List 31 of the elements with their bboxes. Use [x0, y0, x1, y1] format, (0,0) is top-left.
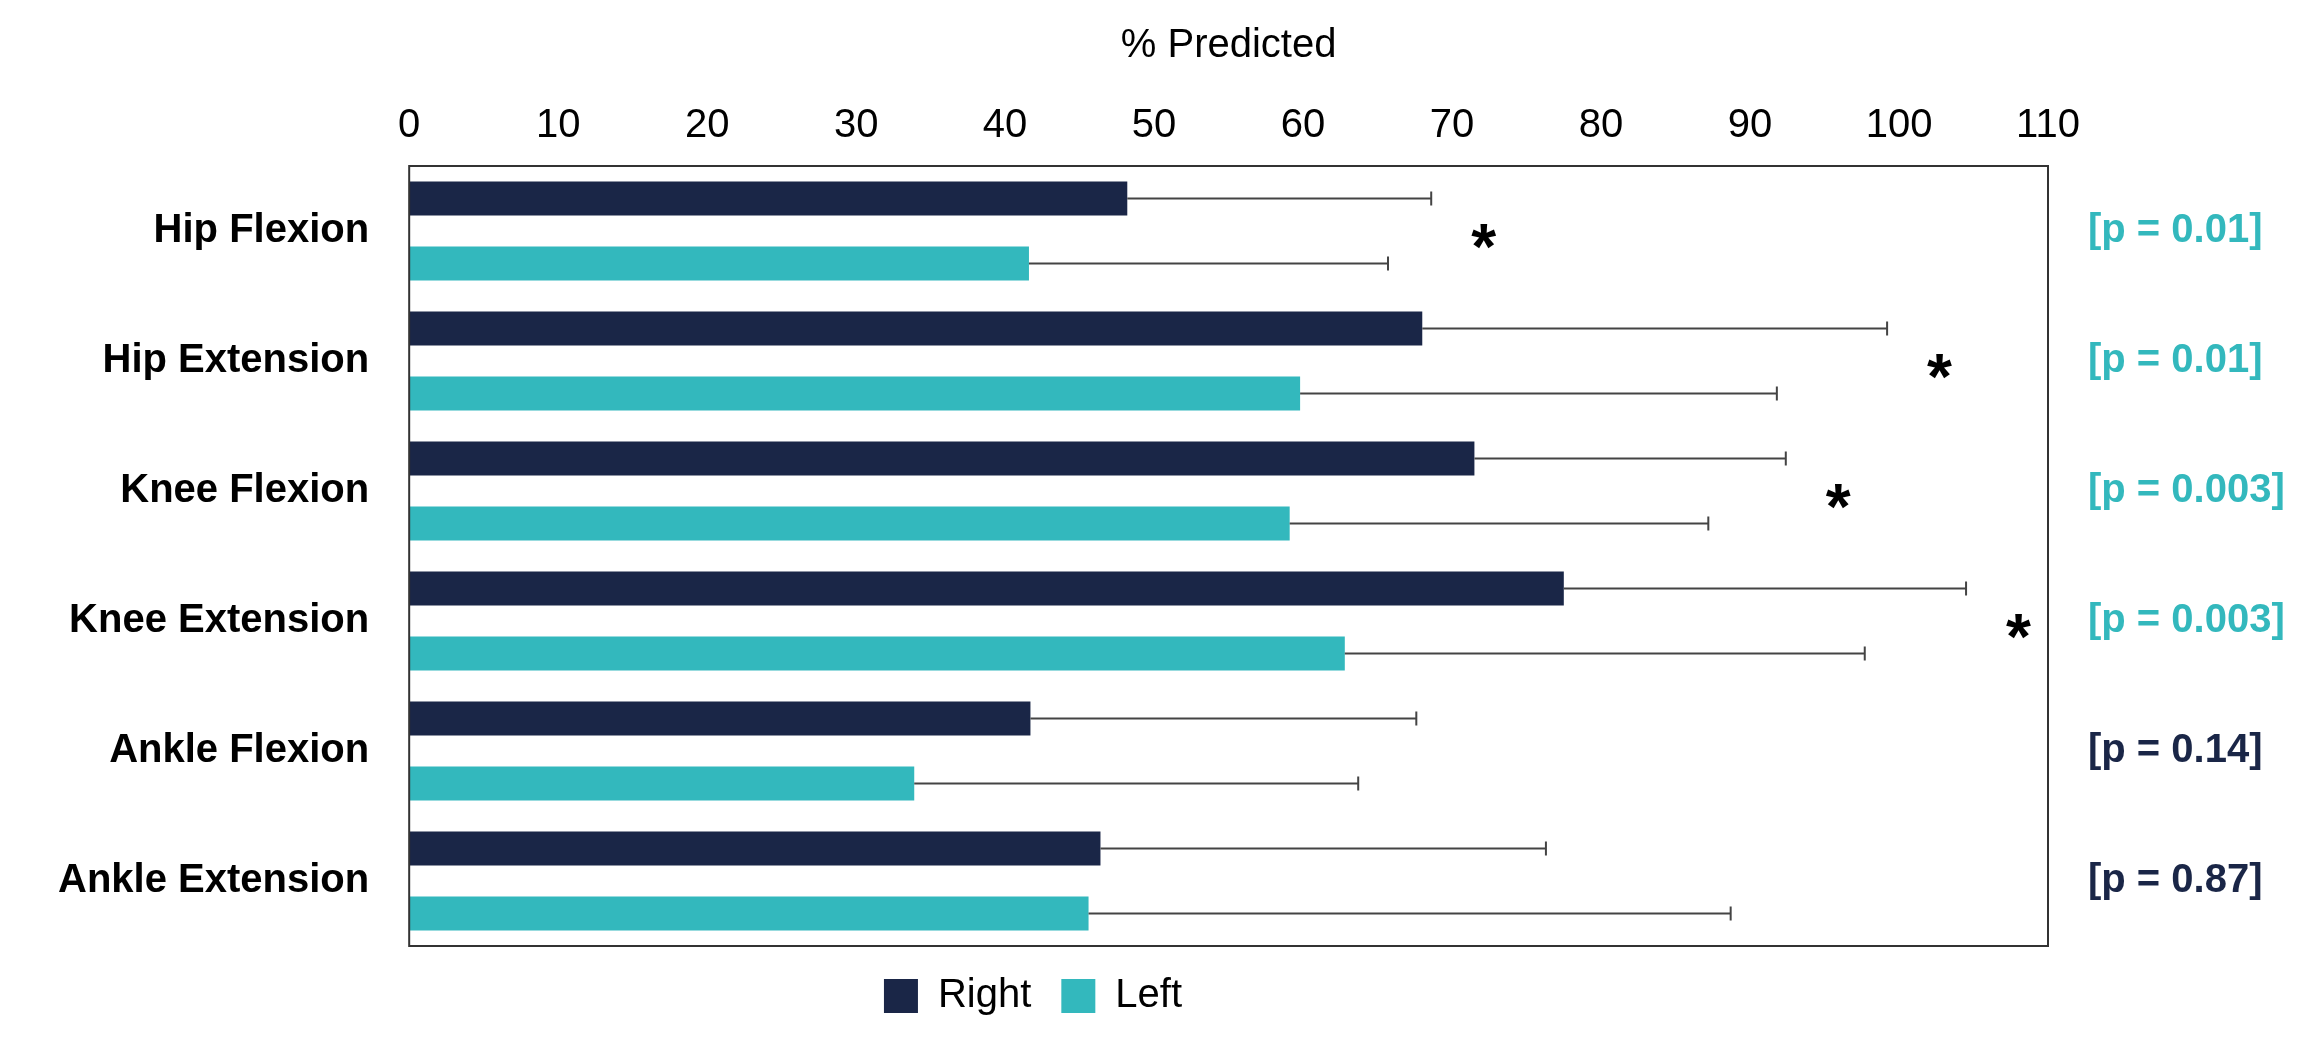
x-tick-label: 110	[2016, 101, 2080, 146]
y-tick-label: Hip Extension	[102, 336, 370, 381]
text: [p = 0.87]	[2088, 856, 2263, 901]
x-tick-label: 60	[1280, 101, 1326, 146]
x-tick-label: 50	[1131, 101, 1177, 146]
y-tick-label: Hip Flexion	[153, 206, 370, 251]
text: [p = 0.003]	[2088, 596, 2285, 641]
annotation: *	[1825, 470, 1851, 543]
x-tick-label: 100	[1865, 101, 1933, 146]
text: [p = 0.003]	[2088, 466, 2285, 511]
y-tick-label: Ankle Flexion	[109, 726, 370, 771]
x-axis-title: % Predicted	[1120, 21, 1337, 66]
x-tick-label: 30	[833, 101, 879, 146]
text: [p = 0.01]	[2088, 336, 2263, 381]
x-tick-label: 40	[982, 101, 1028, 146]
x-tick-label: 80	[1578, 101, 1624, 146]
y-tick-label: Knee Extension	[69, 596, 370, 641]
text: [p = 0.01]	[2088, 206, 2263, 251]
text: [p = 0.14]	[2088, 726, 2263, 771]
x-tick-label: 70	[1429, 101, 1475, 146]
x-tick-label: 20	[684, 101, 730, 146]
x-tick-label: 10	[535, 101, 581, 146]
annotation: *	[1471, 210, 1497, 283]
x-tick-label: 90	[1727, 101, 1773, 146]
legend-label: Left	[1115, 971, 1183, 1016]
annotation: *	[1927, 340, 1953, 413]
legend-label: Right	[937, 971, 1032, 1016]
y-tick-label: Ankle Extension	[57, 856, 370, 901]
y-tick-label: Knee Flexion	[120, 466, 370, 511]
annotation: *	[2006, 600, 2032, 673]
x-tick-label: 0	[398, 101, 421, 146]
